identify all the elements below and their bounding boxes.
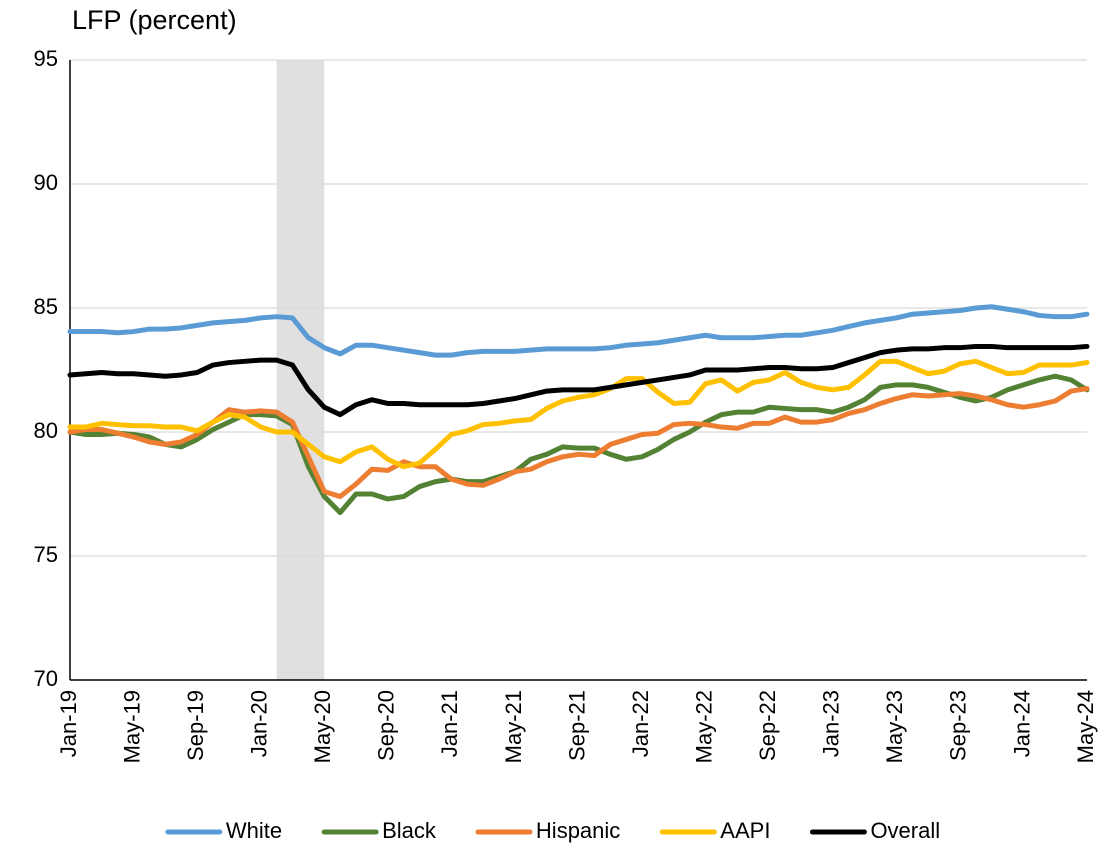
x-tick-label: May-19 (119, 690, 144, 763)
x-tick-label: Jan-22 (628, 690, 653, 757)
y-tick-label: 95 (34, 46, 58, 71)
y-tick-label: 70 (34, 666, 58, 691)
x-tick-label: May-23 (882, 690, 907, 763)
y-tick-label: 75 (34, 542, 58, 567)
x-tick-label: Sep-19 (183, 690, 208, 761)
shaded-period (276, 60, 325, 680)
legend-label: Overall (870, 818, 940, 843)
x-tick-label: Sep-22 (755, 690, 780, 761)
x-tick-label: Sep-21 (564, 690, 589, 761)
x-tick-label: Jan-20 (247, 690, 272, 757)
data-line (67, 358, 1090, 470)
x-tick-label: Jan-24 (1009, 690, 1034, 757)
y-tick-label: 80 (34, 418, 58, 443)
data-line (67, 386, 1090, 499)
legend-label: Black (382, 818, 437, 843)
x-tick-label: Sep-23 (946, 690, 971, 761)
y-tick-label: 90 (34, 170, 58, 195)
x-tick-label: May-22 (691, 690, 716, 763)
data-line (67, 343, 1090, 418)
legend-label: AAPI (720, 818, 770, 843)
legend: White Black Hispanic AAPI Overall (165, 818, 940, 843)
y-tick-label: 85 (34, 294, 58, 319)
x-tick-label: Jan-21 (437, 690, 462, 757)
x-tick-label: May-20 (310, 690, 335, 763)
x-tick-label: May-24 (1073, 690, 1098, 763)
legend-label: Hispanic (536, 818, 620, 843)
chart-title: LFP (percent) (72, 5, 237, 35)
legend-label: White (226, 818, 282, 843)
x-tick-label: Sep-20 (374, 690, 399, 761)
x-tick-label: Jan-19 (56, 690, 81, 757)
x-tick-label: May-21 (501, 690, 526, 763)
x-tick-label: Jan-23 (819, 690, 844, 757)
data-line (67, 304, 1090, 358)
